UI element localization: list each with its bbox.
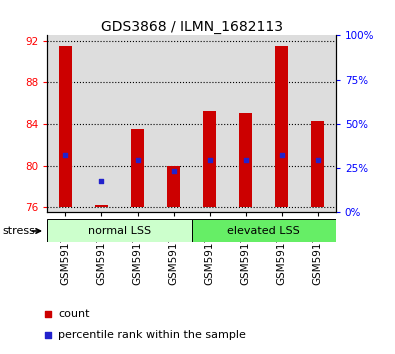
Bar <box>59 46 72 207</box>
Bar <box>192 219 336 242</box>
Point <box>243 158 249 163</box>
Text: percentile rank within the sample: percentile rank within the sample <box>58 330 246 340</box>
Point <box>278 152 285 158</box>
Point <box>62 152 69 158</box>
Text: elevated LSS: elevated LSS <box>227 226 300 236</box>
Bar <box>275 46 288 207</box>
Bar <box>47 219 192 242</box>
Point <box>314 158 321 163</box>
Point <box>134 158 141 163</box>
Point <box>45 311 51 317</box>
Point <box>170 168 177 173</box>
Point <box>45 332 51 338</box>
Bar <box>131 129 144 207</box>
Text: normal LSS: normal LSS <box>88 226 151 236</box>
Text: stress: stress <box>2 226 35 236</box>
Bar <box>239 114 252 207</box>
Text: count: count <box>58 309 89 319</box>
Bar <box>167 166 180 207</box>
Title: GDS3868 / ILMN_1682113: GDS3868 / ILMN_1682113 <box>101 21 282 34</box>
Point <box>98 178 105 184</box>
Bar <box>311 121 324 207</box>
Bar <box>95 205 108 207</box>
Point <box>207 158 213 163</box>
Bar <box>203 112 216 207</box>
